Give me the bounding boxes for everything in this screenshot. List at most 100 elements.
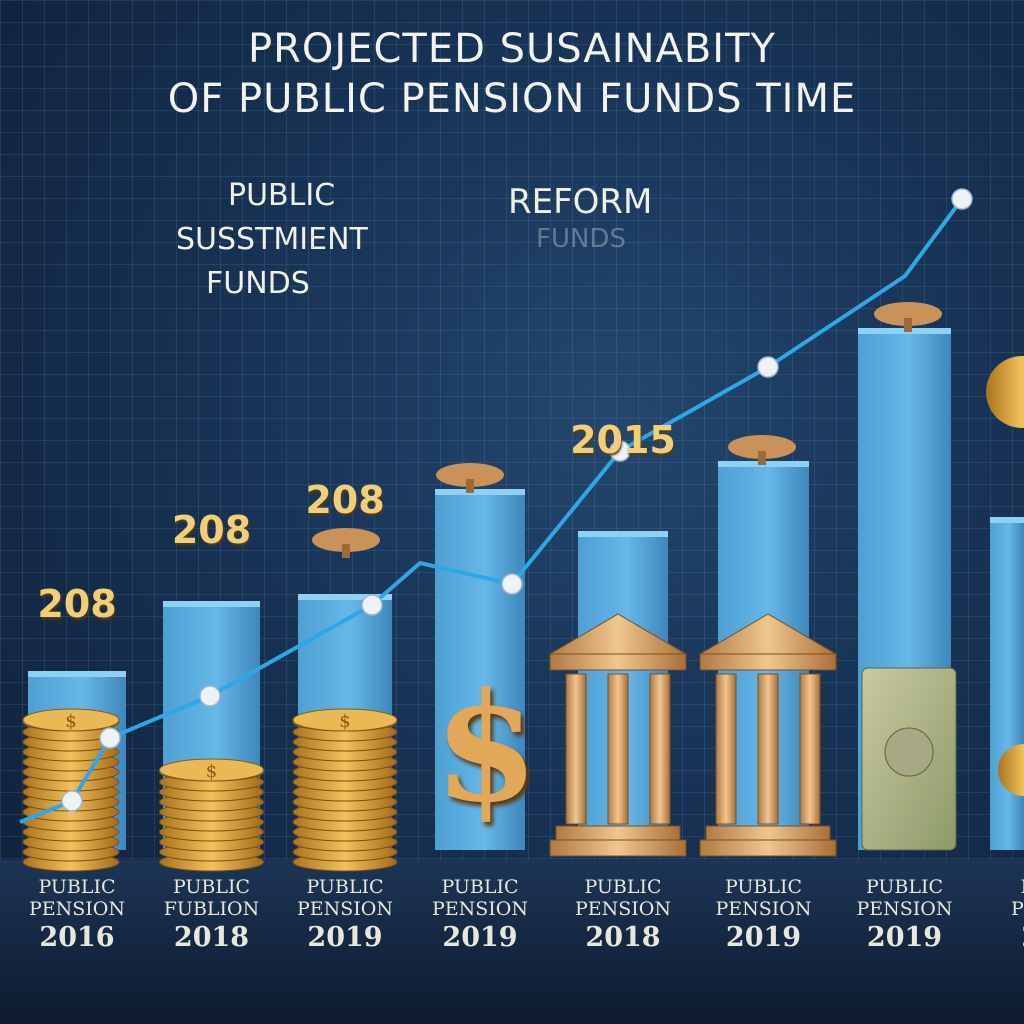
figurine-body	[874, 302, 942, 326]
x-tick-text: PENSION	[28, 898, 125, 920]
x-tick-text: PUBLIC	[172, 876, 251, 898]
x-tick-text: PENSION	[856, 898, 953, 920]
coin-top	[159, 758, 264, 782]
figurine-icon	[436, 463, 504, 493]
floor-surface	[0, 860, 1024, 1024]
gold-sphere-icon	[986, 356, 1024, 428]
figurine-icon	[728, 435, 796, 465]
x-tick-year: 2019	[307, 922, 383, 953]
x-tick-year: 2018	[585, 922, 661, 953]
figurine-stand	[758, 451, 766, 465]
coin-stack-icon: $	[159, 758, 264, 872]
x-tick-text: PUBLIC	[441, 876, 519, 898]
building-entablature	[699, 653, 837, 671]
building-column	[715, 673, 737, 825]
banknote-portrait	[884, 727, 934, 777]
trend-point	[361, 594, 383, 616]
coin-dollar-icon: $	[339, 711, 350, 732]
figurine-icon	[312, 528, 380, 558]
gold-sphere-icon	[998, 744, 1024, 796]
building-column	[799, 673, 821, 825]
x-tick-year: 2018	[173, 922, 250, 953]
chart-title-line-2: OF PUBLIC PENSION FUNDS TIME	[167, 76, 857, 122]
bar-top-face	[990, 517, 1024, 523]
x-tick-text: PENSION	[1010, 898, 1024, 920]
annotation-reform: REFORM	[508, 182, 653, 222]
trend-point	[61, 790, 83, 812]
bar-top-face	[298, 594, 392, 600]
figurine-stand	[342, 544, 350, 558]
coin-stack-icon: $	[292, 708, 398, 872]
building-base	[699, 839, 837, 857]
annotation-ghost-text: FUNDS	[536, 224, 626, 254]
x-tick-text: PUBLIC	[994, 876, 1024, 898]
figurine-icon	[874, 302, 942, 332]
coin-top	[22, 708, 120, 732]
building-entablature	[549, 653, 687, 671]
x-tick-year: 2019	[725, 922, 802, 953]
trend-point	[757, 356, 779, 378]
building-base	[549, 839, 687, 857]
coin-top	[292, 708, 398, 732]
bar-top-face	[163, 601, 260, 607]
trend-point	[99, 727, 121, 749]
figurine-body	[436, 463, 504, 487]
banknote-icon	[861, 667, 957, 851]
trend-point	[199, 685, 221, 707]
trend-line	[19, 197, 964, 824]
bank-building-icon	[548, 613, 688, 857]
building-column	[649, 673, 671, 825]
trend-point	[951, 188, 973, 210]
building-step	[555, 825, 681, 841]
building-column	[757, 673, 779, 825]
x-tick-text: FUBLION	[163, 898, 260, 920]
bank-building-icon	[698, 613, 838, 857]
x-tick-text: PENSION	[574, 898, 671, 920]
bar	[990, 521, 1024, 850]
x-tick-label: PUBLIC PENSION 2016	[12, 876, 142, 956]
x-tick-text: PENSION	[715, 898, 812, 920]
bar-top-face	[578, 531, 668, 537]
annotation-left-line-2: SUSSTMIENT	[176, 222, 368, 257]
figurine-body	[728, 435, 796, 459]
x-tick-year: 2016	[39, 922, 115, 953]
bar-value-label: 208	[37, 582, 117, 626]
building-column	[607, 673, 629, 825]
x-tick-text: PUBLIC	[584, 876, 662, 898]
x-tick-text: PUBLIC	[724, 876, 803, 898]
x-tick-year: 2019	[442, 922, 518, 953]
annotation-left-line-1: PUBLIC	[228, 178, 336, 213]
coin-dollar-icon: $	[206, 761, 217, 782]
x-tick-text: PUBLIC	[38, 876, 116, 898]
dollar-sign-icon: $	[434, 660, 539, 836]
bar-top-face	[28, 671, 126, 677]
bar	[435, 493, 525, 850]
bar-value-label: 208	[305, 478, 385, 522]
trend-point	[609, 440, 631, 462]
x-tick-year: 2019	[994, 920, 1024, 956]
bar-value-label: 208	[171, 508, 252, 552]
x-tick-text: PUBLIC	[865, 876, 944, 898]
trend-point	[501, 573, 523, 595]
building-step	[705, 825, 831, 841]
building-column	[565, 673, 587, 825]
chart-title-line-1: PROJECTED SUSAINABITY	[248, 26, 776, 72]
figurine-stand	[904, 318, 912, 332]
bar-top-face	[435, 489, 525, 495]
x-tick-text: PUBLIC	[306, 876, 384, 898]
annotation-left-line-3: FUNDS	[206, 266, 310, 301]
x-tick-text: PENSION	[296, 898, 393, 920]
x-tick-year: 2019	[866, 922, 943, 953]
figurine-stand	[466, 479, 474, 493]
coin-dollar-icon: $	[65, 711, 76, 732]
x-tick-label: PUBLIC FUBLION 2018	[147, 876, 277, 956]
bar-value-label: 2015	[570, 418, 676, 462]
figurine-body	[312, 528, 380, 552]
